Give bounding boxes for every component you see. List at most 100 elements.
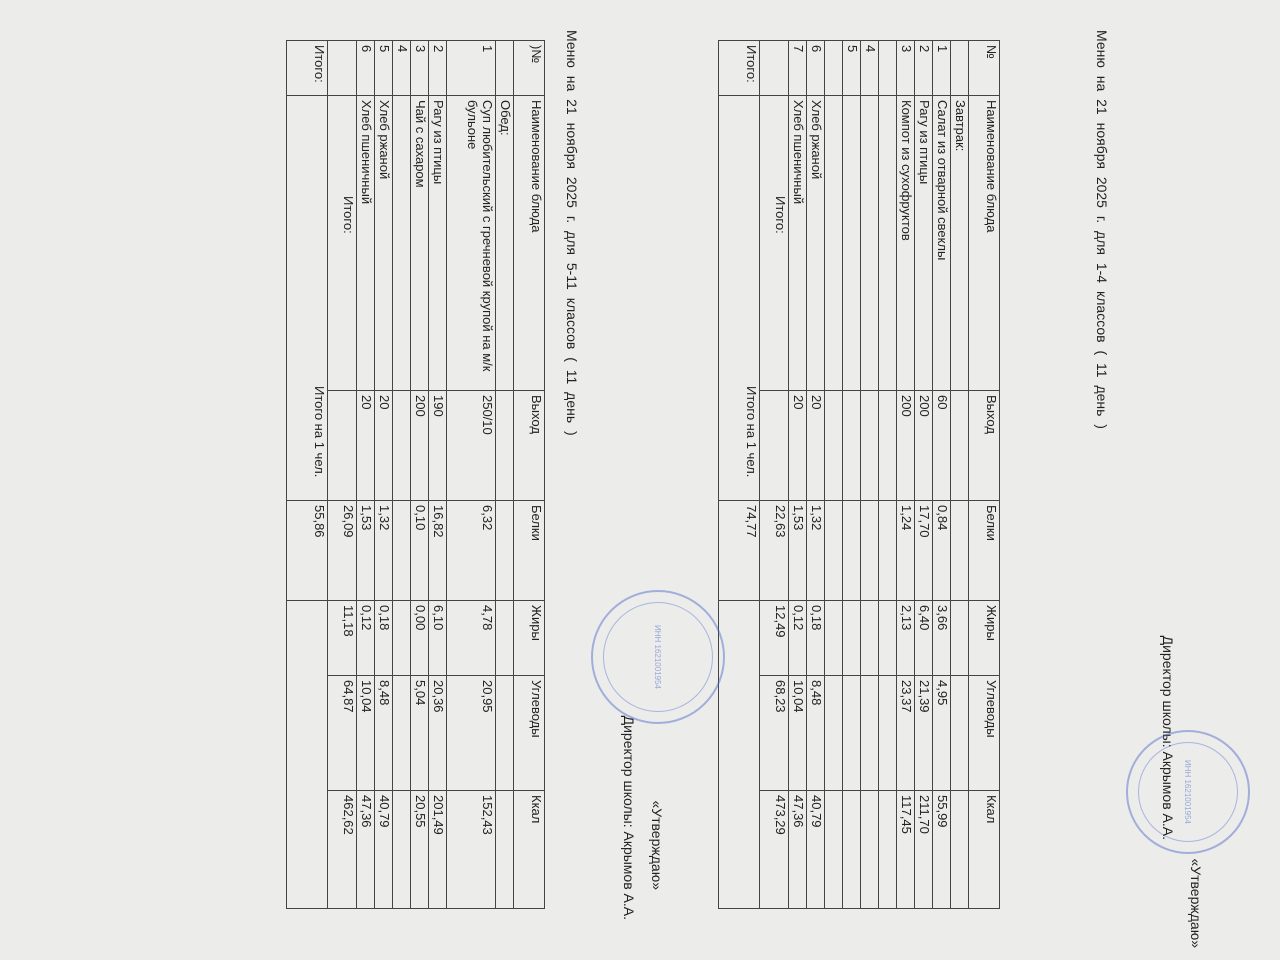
table-cell — [860, 390, 879, 501]
table-cell: 20 — [356, 390, 375, 501]
table-row: 1 Салат из отварной свеклы 60 0,84 3,66 4,95 5… — [932, 40, 951, 909]
table-cell: 20,55 — [410, 790, 429, 909]
director-signature-line-2: Директор школы: Акрымов А.А. — [621, 715, 637, 920]
table-cell: 55,99 — [932, 790, 951, 909]
table-cell: Компот из сухофруктов — [896, 95, 915, 391]
table-cell: Суп любительский с гречневой крупой на м… — [446, 95, 496, 391]
table-cell: 47,36 — [788, 790, 807, 909]
table-cell: 20 — [788, 390, 807, 501]
table-cell — [860, 95, 879, 391]
table-cell — [878, 675, 897, 791]
table-row: 2 Рагу из птицы 200 17,70 6,40 21,39 211,70 — [914, 40, 933, 909]
table-cell: 4 — [392, 40, 411, 96]
table-cell: Чай с сахаром — [410, 95, 429, 391]
table-row: 4 — [860, 40, 879, 909]
table-cell — [392, 600, 411, 676]
menu2-title: Меню на 21 ноября 2025 г. для 5-11 класс… — [564, 30, 580, 436]
table-cell — [842, 675, 861, 791]
table-cell — [824, 390, 843, 501]
column-header: Жиры — [968, 600, 1000, 676]
table-cell: 1,53 — [788, 500, 807, 601]
table-row: 5 — [842, 40, 861, 909]
column-header: )№ — [513, 40, 545, 96]
table-cell: 0,00 — [410, 600, 429, 676]
empty-cell — [286, 600, 328, 909]
table-cell — [860, 600, 879, 676]
table-cell: 8,48 — [374, 675, 393, 791]
table-cell — [860, 675, 879, 791]
column-header: Наименование блюда — [968, 95, 1000, 391]
table-cell: 3 — [896, 40, 915, 96]
total-label: Итого: — [718, 40, 760, 96]
table-row: 6 Хлеб ржаной 20 1,32 0,18 8,48 40,79 — [806, 40, 825, 909]
column-header: Ккал — [513, 790, 545, 909]
table-cell: 6 — [356, 40, 375, 96]
table-cell: 190 — [428, 390, 447, 501]
table-cell: 1,32 — [374, 500, 393, 601]
table-row: 3 Компот из сухофруктов 200 1,24 2,13 23,37 11… — [896, 40, 915, 909]
table-cell: 11,18 — [327, 600, 357, 676]
table-cell — [759, 390, 789, 501]
table-cell — [950, 790, 969, 909]
table-cell — [392, 500, 411, 601]
table-cell: 22,63 — [759, 500, 789, 601]
table-cell: 6 — [806, 40, 825, 96]
table-cell: 68,23 — [759, 675, 789, 791]
table-row — [824, 40, 843, 909]
table-header-row: )№ Наименование блюда Выход Белки Жиры Углево… — [513, 40, 545, 909]
per-person-label: Итого на 1 чел. — [718, 95, 760, 501]
table-cell: Рагу из птицы — [428, 95, 447, 391]
table-cell: 40,79 — [374, 790, 393, 909]
table-cell: 21,39 — [914, 675, 933, 791]
table-cell — [824, 675, 843, 791]
table-cell — [824, 790, 843, 909]
school-stamp-1: ИНН 1621001954 — [1126, 730, 1250, 854]
table-cell: 4 — [860, 40, 879, 96]
table-cell — [392, 390, 411, 501]
table-cell — [950, 40, 969, 96]
table-cell: 200 — [914, 390, 933, 501]
per-person-value: 55,86 — [286, 500, 328, 601]
table-cell — [392, 675, 411, 791]
table-cell — [824, 40, 843, 96]
column-header: Белки — [513, 500, 545, 601]
table-cell: 1,53 — [356, 500, 375, 601]
table-cell: 5 — [374, 40, 393, 96]
column-header: Жиры — [513, 600, 545, 676]
table-row: Итого: 26,09 11,18 64,87 462,62 — [327, 40, 357, 909]
table-cell: 473,29 — [759, 790, 789, 909]
total-label: Итого: — [286, 40, 328, 96]
table-row: Завтрак: — [950, 40, 969, 909]
table-cell — [824, 600, 843, 676]
table-cell: Итого: — [327, 95, 357, 391]
table-row: 1 Суп любительский с гречневой крупой на … — [446, 40, 496, 909]
table-cell: 8,48 — [806, 675, 825, 791]
table-cell: 0,12 — [356, 600, 375, 676]
table-cell: Хлеб пшеничный — [356, 95, 375, 391]
table-cell: 17,70 — [914, 500, 933, 601]
table-cell — [495, 790, 514, 909]
table-cell — [842, 600, 861, 676]
school-stamp-2: ИНН 1621001954 — [591, 590, 725, 724]
table-cell: Хлеб пшеничный — [788, 95, 807, 391]
table-cell: 60 — [932, 390, 951, 501]
table-cell: Хлеб ржаной — [374, 95, 393, 391]
table-cell: 6,10 — [428, 600, 447, 676]
menu2-table: )№ Наименование блюда Выход Белки Жиры Углево… — [286, 40, 545, 909]
table-cell: 462,62 — [327, 790, 357, 909]
table-cell — [860, 790, 879, 909]
table-cell: 16,82 — [428, 500, 447, 601]
table-cell: 40,79 — [806, 790, 825, 909]
table-cell: 152,43 — [446, 790, 496, 909]
table-cell — [824, 95, 843, 391]
table-cell — [824, 500, 843, 601]
table-cell: Хлеб ржаной — [806, 95, 825, 391]
table-cell — [878, 390, 897, 501]
table-cell: 20,36 — [428, 675, 447, 791]
table-cell — [392, 790, 411, 909]
table-row: 4 — [392, 40, 411, 909]
table-cell: 23,37 — [896, 675, 915, 791]
table-cell: 1,24 — [896, 500, 915, 601]
table-cell: 47,36 — [356, 790, 375, 909]
column-header: Наименование блюда — [513, 95, 545, 391]
